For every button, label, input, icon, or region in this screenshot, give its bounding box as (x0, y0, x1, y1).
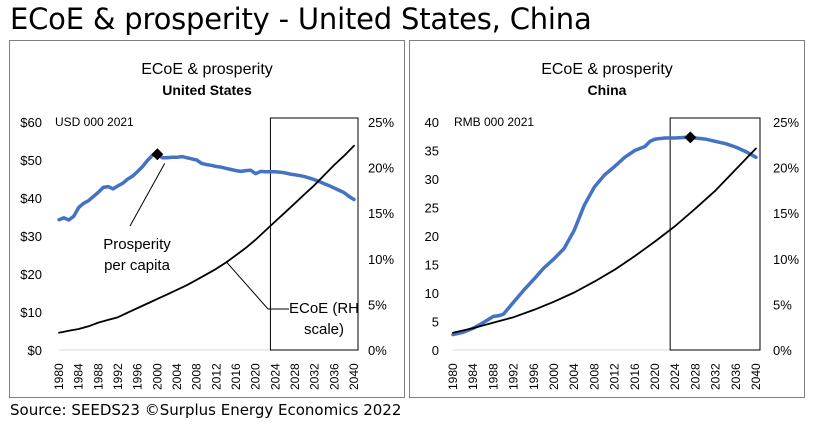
ecoe-series-line (58, 144, 355, 334)
left-tick-label: 10 (425, 286, 439, 301)
ecoe-annotation-text: ECoE (RH (289, 300, 359, 317)
chart-panel-united-states: ECoE & prosperity United States USD 000 20… (9, 40, 405, 398)
right-tick-label: 25% (773, 115, 799, 130)
right-tick-label: 10% (773, 252, 799, 267)
left-tick-label: $0 (28, 343, 42, 358)
prosperity-annotation-text: Prosperity (103, 236, 171, 253)
x-tick-label: 2028 (288, 363, 302, 390)
x-tick-label: 2008 (587, 363, 601, 390)
x-tick-label: 1992 (111, 363, 125, 390)
peak-marker (684, 131, 697, 144)
prosperity-series-line (57, 152, 356, 222)
x-tick-label: 1980 (52, 363, 66, 390)
x-tick-label: 1988 (91, 363, 105, 390)
right-tick-label: 0% (773, 343, 792, 358)
x-tick-label: 2016 (229, 363, 243, 390)
right-tick-label: 20% (773, 161, 799, 176)
left-axis-unit: USD 000 2021 (55, 115, 134, 129)
x-tick-label: 2024 (268, 363, 282, 390)
chart-subtitle: United States (162, 82, 252, 98)
left-tick-label: 20 (425, 229, 439, 244)
chart-panel-china: ECoE & prosperity China RMB 000 2021 0 5 10 15… (409, 40, 805, 398)
x-tick-label: 1996 (131, 363, 145, 390)
x-tick-label: 2016 (628, 363, 642, 390)
main-title: ECoE & prosperity - United States, China (10, 2, 592, 36)
x-tick-label: 2032 (308, 363, 322, 390)
chart-subtitle: China (588, 82, 627, 98)
left-tick-label: 35 (425, 144, 439, 159)
right-tick-label: 15% (368, 206, 394, 221)
ecoe-annotation-text: scale) (304, 321, 344, 338)
prosperity-series-line (451, 135, 758, 337)
left-tick-label: $10 (20, 305, 42, 320)
prosperity-annotation-leader (129, 163, 166, 227)
chart-united-states: ECoE & prosperity United States USD 000 20… (20, 61, 394, 390)
x-tick-label: 2012 (209, 363, 223, 390)
x-tick-label: 2004 (170, 363, 184, 390)
x-tick-label: 2040 (347, 363, 361, 390)
source-note: Source: SEEDS23 ©Surplus Energy Economic… (10, 401, 402, 419)
left-tick-label: 5 (432, 315, 439, 330)
right-tick-label: 25% (368, 115, 394, 130)
x-tick-label: 2020 (249, 363, 263, 390)
x-tick-label: 2012 (608, 363, 622, 390)
x-tick-label: 2000 (150, 363, 164, 390)
x-tick-label: 2028 (688, 363, 702, 390)
projection-box (669, 117, 761, 351)
prosperity-annotation-text: per capita (104, 257, 171, 274)
x-tick-label: 1992 (507, 363, 521, 390)
x-tick-label: 2004 (567, 363, 581, 390)
chart-title: ECoE & prosperity (141, 61, 273, 78)
right-tick-label: 10% (368, 252, 394, 267)
ecoe-annotation-leader (225, 261, 289, 310)
chart-china: ECoE & prosperity China RMB 000 2021 0 5 10 15… (425, 61, 800, 390)
x-tick-label: 2020 (648, 363, 662, 390)
x-tick-label: 1980 (446, 363, 460, 390)
ecoe-series-line (452, 147, 757, 334)
x-tick-label: 1988 (486, 363, 500, 390)
right-tick-label: 20% (368, 161, 394, 176)
x-tick-label: 1984 (466, 363, 480, 390)
left-axis-unit: RMB 000 2021 (454, 115, 534, 129)
x-tick-label: 2036 (327, 363, 341, 390)
x-tick-label: 2008 (190, 363, 204, 390)
x-tick-label: 2000 (547, 363, 561, 390)
left-tick-label: $30 (20, 229, 42, 244)
left-tick-label: $50 (20, 153, 42, 168)
left-tick-label: 15 (425, 258, 439, 273)
right-tick-label: 5% (773, 297, 792, 312)
right-tick-label: 0% (368, 343, 387, 358)
right-tick-label: 15% (773, 206, 799, 221)
chart-title: ECoE & prosperity (541, 61, 673, 78)
left-tick-label: 30 (425, 172, 439, 187)
x-tick-label: 2032 (709, 363, 723, 390)
left-tick-label: $40 (20, 191, 42, 206)
right-tick-label: 5% (368, 297, 387, 312)
x-tick-label: 1984 (72, 363, 86, 390)
projection-box (269, 117, 359, 351)
x-tick-label: 2040 (749, 363, 763, 390)
left-tick-label: $60 (20, 115, 42, 130)
left-tick-label: $20 (20, 267, 42, 282)
x-tick-label: 2036 (729, 363, 743, 390)
x-tick-label: 2024 (668, 363, 682, 390)
left-tick-label: 25 (425, 201, 439, 216)
peak-marker (151, 148, 164, 161)
x-tick-label: 1996 (527, 363, 541, 390)
left-tick-label: 40 (425, 115, 439, 130)
left-tick-label: 0 (432, 343, 439, 358)
